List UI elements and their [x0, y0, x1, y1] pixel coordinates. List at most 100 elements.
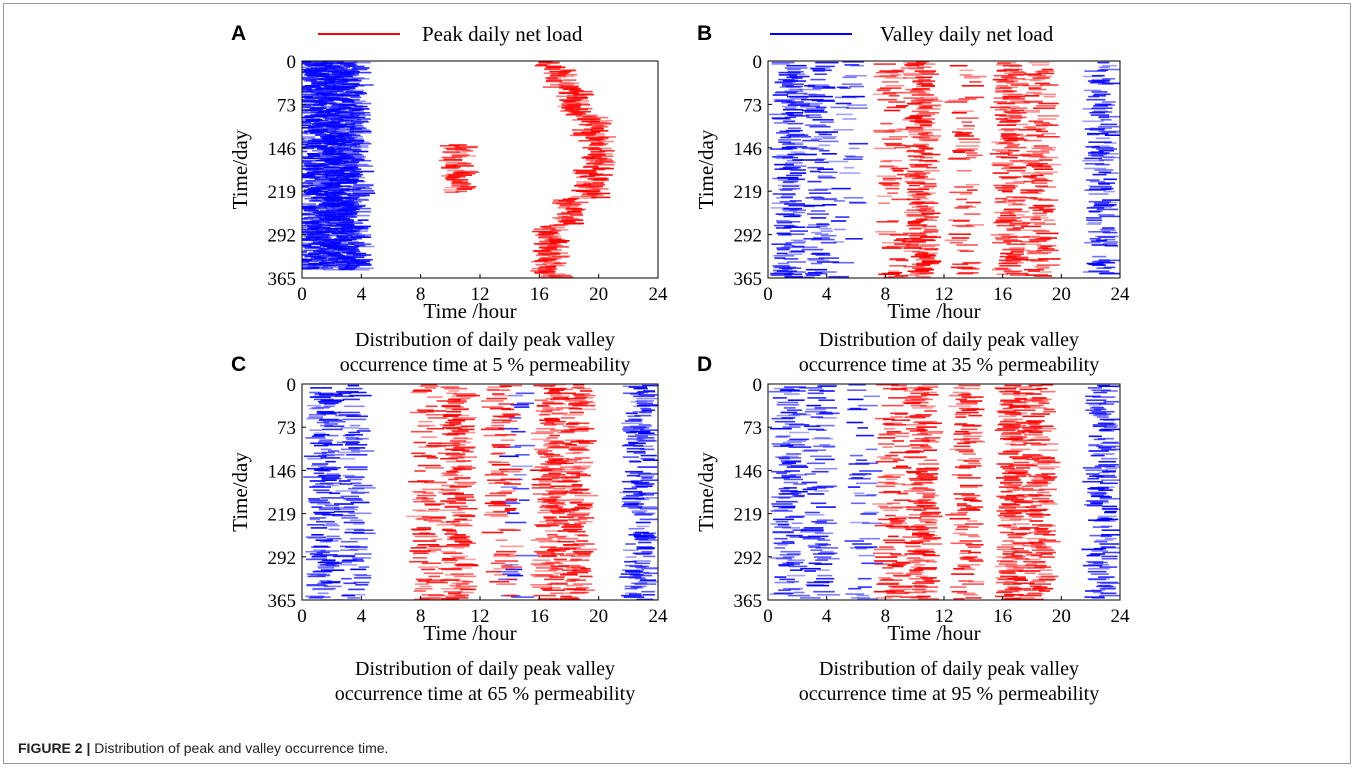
- valley-mark: [326, 102, 337, 104]
- valley-mark: [318, 142, 341, 144]
- peak-mark: [441, 528, 453, 531]
- valley-mark: [782, 185, 799, 187]
- valley-mark: [309, 125, 327, 127]
- valley-mark: [817, 539, 831, 541]
- valley-mark: [505, 568, 523, 571]
- peak-mark: [1021, 485, 1042, 488]
- valley-mark: [772, 531, 794, 534]
- peak-mark: [539, 419, 560, 421]
- peak-mark: [957, 128, 974, 130]
- valley-mark: [634, 434, 658, 436]
- peak-mark: [448, 390, 460, 392]
- valley-mark: [782, 142, 795, 145]
- peak-mark: [547, 78, 562, 81]
- peak-mark: [920, 100, 944, 102]
- peak-mark: [1003, 583, 1022, 585]
- peak-mark: [918, 463, 940, 465]
- valley-mark: [817, 385, 837, 388]
- valley-mark: [336, 147, 352, 150]
- peak-mark: [1026, 464, 1038, 467]
- peak-mark: [962, 583, 984, 585]
- valley-mark: [780, 196, 793, 198]
- peak-mark: [1001, 177, 1016, 180]
- valley-mark: [304, 64, 327, 66]
- peak-mark: [555, 217, 579, 220]
- valley-mark: [1086, 399, 1107, 401]
- valley-mark: [1092, 255, 1107, 258]
- valley-mark: [792, 159, 803, 161]
- valley-mark: [313, 99, 333, 102]
- peak-mark: [1028, 163, 1048, 165]
- peak-mark: [532, 478, 553, 481]
- peak-mark: [911, 99, 934, 102]
- peak-mark: [1018, 129, 1042, 131]
- valley-mark: [787, 444, 805, 446]
- peak-mark: [908, 131, 932, 133]
- peak-mark: [530, 539, 552, 541]
- peak-mark: [441, 474, 464, 477]
- valley-mark: [307, 127, 323, 130]
- peak-mark: [992, 241, 1012, 244]
- valley-mark: [326, 240, 345, 242]
- peak-mark: [963, 594, 978, 596]
- peak-mark: [455, 496, 474, 498]
- y-tick-label: 0: [753, 52, 763, 73]
- valley-mark: [322, 227, 346, 230]
- valley-mark: [354, 244, 366, 247]
- valley-mark: [307, 234, 330, 236]
- valley-mark: [304, 180, 316, 183]
- valley-mark: [811, 99, 835, 102]
- valley-mark: [862, 522, 883, 525]
- valley-mark: [353, 245, 375, 248]
- valley-mark: [308, 416, 323, 418]
- peak-mark: [544, 443, 558, 445]
- peak-mark: [1008, 204, 1027, 206]
- peak-mark: [574, 461, 594, 464]
- peak-mark: [915, 575, 928, 578]
- peak-mark: [585, 187, 600, 189]
- peak-mark: [1028, 87, 1042, 89]
- peak-mark: [1008, 484, 1021, 487]
- valley-mark: [849, 201, 866, 204]
- peak-mark: [583, 182, 604, 185]
- valley-mark: [338, 392, 352, 395]
- valley-mark: [306, 88, 323, 91]
- valley-mark: [621, 422, 643, 425]
- valley-mark: [1084, 241, 1101, 244]
- valley-mark: [303, 212, 327, 215]
- valley-mark: [1090, 186, 1112, 188]
- peak-mark: [566, 458, 582, 461]
- peak-mark: [1040, 149, 1056, 151]
- peak-mark: [590, 150, 606, 153]
- valley-mark: [1092, 425, 1107, 428]
- valley-mark: [637, 437, 655, 439]
- peak-mark: [1002, 504, 1020, 506]
- peak-mark: [570, 498, 585, 501]
- peak-mark: [576, 474, 592, 477]
- valley-mark: [312, 266, 328, 269]
- peak-mark: [908, 487, 931, 490]
- peak-mark: [875, 556, 898, 558]
- peak-mark: [551, 567, 563, 570]
- peak-mark: [911, 588, 927, 591]
- peak-mark: [923, 449, 937, 451]
- peak-mark: [911, 193, 932, 196]
- peak-mark: [995, 595, 1014, 598]
- valley-mark: [315, 238, 326, 241]
- valley-mark: [345, 546, 368, 548]
- valley-mark: [774, 547, 785, 549]
- valley-mark: [770, 272, 794, 275]
- peak-mark: [886, 482, 898, 485]
- peak-mark: [578, 140, 602, 142]
- peak-mark: [948, 99, 969, 102]
- valley-mark: [316, 180, 335, 182]
- peak-mark: [908, 194, 927, 197]
- peak-mark: [500, 545, 524, 548]
- valley-mark: [786, 142, 804, 144]
- valley-mark: [326, 251, 338, 253]
- peak-mark: [444, 574, 464, 576]
- peak-mark: [954, 414, 966, 416]
- x-tick-label: 20: [589, 606, 608, 627]
- valley-mark: [340, 549, 358, 551]
- valley-mark: [337, 151, 359, 153]
